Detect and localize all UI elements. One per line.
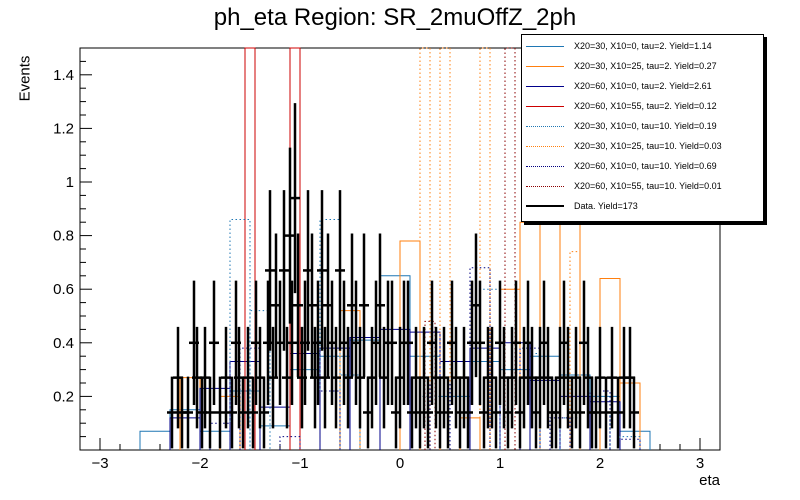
hist-bin bbox=[419, 47, 431, 450]
legend-swatch bbox=[526, 145, 564, 147]
legend-swatch bbox=[526, 185, 564, 187]
legend-swatch bbox=[526, 205, 564, 207]
legend-label: Data. Yield=173 bbox=[574, 201, 638, 211]
legend-label: X20=30, X10=25, tau=10. Yield=0.03 bbox=[574, 141, 722, 151]
hist-bin bbox=[619, 436, 641, 450]
y-tick-label: 0.8 bbox=[53, 228, 74, 245]
hist-bin bbox=[279, 436, 301, 450]
x-axis-label: eta bbox=[699, 472, 720, 489]
y-axis-label: Events bbox=[16, 55, 34, 102]
x-tick-label: 2 bbox=[596, 455, 604, 472]
legend: X20=30, X10=0, tau=2. Yield=1.14 X20=30,… bbox=[521, 34, 764, 222]
legend-label: X20=30, X10=25, tau=2. Yield=0.27 bbox=[574, 61, 717, 71]
x-tick-label: 0 bbox=[396, 455, 404, 472]
hist-bin bbox=[199, 430, 231, 450]
hist-bin bbox=[469, 267, 491, 450]
hist-bin bbox=[479, 47, 491, 450]
legend-swatch bbox=[526, 85, 564, 87]
legend-entry: Data. Yield=173 bbox=[526, 197, 638, 215]
hist-bin bbox=[249, 310, 271, 450]
y-axis-label-box: Events bbox=[16, 50, 42, 110]
hist-bin bbox=[244, 47, 256, 450]
x-tick-label: −2 bbox=[191, 455, 208, 472]
legend-label: X20=60, X10=55, tau=10. Yield=0.01 bbox=[574, 181, 722, 191]
y-tick-label: 1 bbox=[66, 174, 74, 191]
hist-bin bbox=[504, 47, 516, 450]
legend-label: X20=30, X10=0, tau=2. Yield=1.14 bbox=[574, 41, 712, 51]
hist-bin bbox=[319, 390, 341, 450]
legend-label: X20=60, X10=0, tau=10. Yield=0.69 bbox=[574, 161, 717, 171]
hist-bin bbox=[229, 219, 251, 450]
hist-bin bbox=[439, 47, 451, 450]
legend-swatch bbox=[526, 45, 564, 47]
legend-swatch bbox=[526, 125, 564, 127]
hist-bin bbox=[619, 438, 641, 450]
x-tick-label: 1 bbox=[496, 455, 504, 472]
y-tick-label: 0.6 bbox=[53, 281, 74, 298]
x-tick-label: −1 bbox=[291, 455, 308, 472]
legend-label: X20=30, X10=0, tau=10. Yield=0.19 bbox=[574, 121, 717, 131]
legend-entry: X20=30, X10=25, tau=10. Yield=0.03 bbox=[526, 137, 722, 155]
hist-bin bbox=[549, 417, 571, 450]
legend-entry: X20=30, X10=0, tau=2. Yield=1.14 bbox=[526, 37, 712, 55]
y-tick-label: 0.2 bbox=[53, 388, 74, 405]
legend-entry: X20=60, X10=55, tau=10. Yield=0.01 bbox=[526, 177, 722, 195]
hist-bin bbox=[169, 409, 201, 450]
x-tick-label: −3 bbox=[91, 455, 108, 472]
y-tick-label: 1.2 bbox=[53, 120, 74, 137]
chart-title: ph_eta Region: SR_2muOffZ_2ph bbox=[213, 4, 577, 31]
legend-swatch bbox=[526, 105, 564, 107]
legend-entry: X20=60, X10=0, tau=2. Yield=2.61 bbox=[526, 77, 712, 95]
hist-bin bbox=[169, 417, 201, 450]
hist-bin bbox=[139, 430, 171, 450]
legend-label: X20=60, X10=55, tau=2. Yield=0.12 bbox=[574, 101, 717, 111]
legend-swatch bbox=[526, 165, 564, 167]
legend-swatch bbox=[526, 65, 564, 67]
y-tick-label: 1.4 bbox=[53, 67, 74, 84]
legend-entry: X20=60, X10=0, tau=10. Yield=0.69 bbox=[526, 157, 717, 175]
legend-entry: X20=30, X10=0, tau=10. Yield=0.19 bbox=[526, 117, 717, 135]
legend-label: X20=60, X10=0, tau=2. Yield=2.61 bbox=[574, 81, 712, 91]
legend-entry: X20=30, X10=25, tau=2. Yield=0.27 bbox=[526, 57, 717, 75]
x-tick-label: 3 bbox=[696, 455, 704, 472]
y-tick-label: 0.4 bbox=[53, 335, 74, 352]
hist-bin bbox=[319, 219, 341, 450]
legend-entry: X20=60, X10=55, tau=2. Yield=0.12 bbox=[526, 97, 717, 115]
hist-bin bbox=[589, 411, 611, 450]
